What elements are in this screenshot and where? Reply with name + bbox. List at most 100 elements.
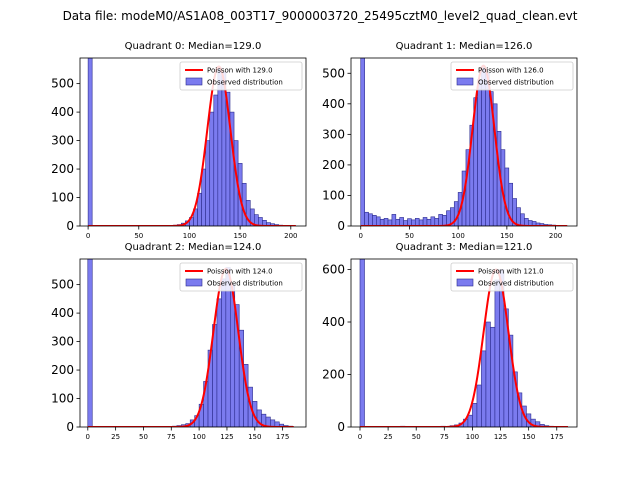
histogram-bar bbox=[383, 218, 389, 226]
x-tick-label: 50 bbox=[412, 433, 421, 441]
y-tick-label: 400 bbox=[51, 306, 74, 320]
legend-frame bbox=[179, 61, 303, 91]
y-tick-label: 0 bbox=[66, 219, 74, 233]
y-tick-label: 0 bbox=[66, 420, 74, 434]
histogram-bar bbox=[225, 267, 231, 427]
histogram-bar bbox=[360, 58, 365, 226]
legend-label: Observed distribution bbox=[478, 79, 554, 87]
histogram-bar bbox=[359, 259, 365, 427]
y-tick-label: 0 bbox=[337, 420, 345, 434]
histogram-bar bbox=[399, 217, 404, 226]
histogram-bar bbox=[216, 298, 222, 427]
histogram-bar bbox=[379, 218, 385, 226]
chart-panel-0: Quadrant 0: Median=129.0 0 50 100 150 200 0 100… bbox=[51, 41, 307, 240]
histogram-bar bbox=[209, 111, 215, 226]
chart-panel-1: Quadrant 1: Median=126.0 0 50 100 150 200 0 100… bbox=[322, 41, 578, 240]
histogram-bar bbox=[376, 216, 381, 226]
x-tick-label: 100 bbox=[183, 232, 196, 240]
histogram-bar bbox=[516, 207, 521, 226]
x-tick-label: 125 bbox=[220, 433, 233, 441]
histogram-bar bbox=[481, 66, 486, 226]
histogram-bar bbox=[494, 279, 500, 427]
poisson-line bbox=[360, 268, 568, 427]
histogram-bar bbox=[467, 414, 473, 427]
legend-frame bbox=[450, 262, 574, 292]
x-tick-label: 150 bbox=[500, 232, 513, 240]
x-tick-label: 25 bbox=[111, 433, 120, 441]
x-tick-label: 150 bbox=[233, 232, 246, 240]
histogram-bar bbox=[504, 167, 510, 226]
histogram-bar bbox=[407, 218, 412, 226]
x-tick-label: 150 bbox=[522, 433, 535, 441]
x-tick-label: 50 bbox=[139, 433, 148, 441]
y-tick-label: 100 bbox=[322, 188, 345, 202]
legend-bar-swatch bbox=[185, 278, 203, 287]
y-tick-label: 500 bbox=[322, 66, 345, 80]
histogram-bar bbox=[430, 216, 436, 226]
x-tick-label: 50 bbox=[134, 232, 143, 240]
histogram-bar bbox=[422, 217, 428, 226]
axes-frame bbox=[79, 57, 307, 227]
legend: Poisson with 124.0 Observed distribution bbox=[179, 262, 303, 292]
y-tick-label: 100 bbox=[51, 392, 74, 406]
x-tick-label: 175 bbox=[550, 433, 563, 441]
histogram-bar bbox=[391, 214, 397, 226]
x-tick-label: 150 bbox=[248, 433, 261, 441]
legend-bar-swatch bbox=[456, 77, 474, 86]
histogram-bar bbox=[395, 218, 401, 226]
y-tick-label: 300 bbox=[51, 335, 74, 349]
legend-bar-swatch bbox=[456, 278, 474, 287]
legend-bar-swatch bbox=[185, 77, 203, 86]
histogram-bar bbox=[476, 384, 482, 427]
legend-label: Poisson with 121.0 bbox=[478, 268, 544, 276]
axes-frame bbox=[350, 57, 578, 227]
poisson-line bbox=[87, 267, 294, 427]
y-tick-label: 200 bbox=[51, 363, 74, 377]
histogram-bar bbox=[485, 72, 490, 226]
y-tick-label: 600 bbox=[322, 263, 345, 277]
x-tick-label: 75 bbox=[440, 433, 449, 441]
histogram-bar bbox=[453, 201, 459, 226]
x-tick-label: 200 bbox=[284, 232, 297, 240]
x-tick-label: 50 bbox=[405, 232, 414, 240]
x-tick-label: 200 bbox=[549, 232, 562, 240]
histogram-bar bbox=[442, 215, 447, 226]
histogram-bar bbox=[217, 67, 223, 226]
histogram-bar bbox=[481, 350, 487, 427]
chart-panel-3: Quadrant 3: Median=121.0 0 25 50 75 100 125 150… bbox=[322, 242, 578, 441]
x-tick-label: 0 bbox=[86, 232, 90, 240]
histogram-bar bbox=[201, 168, 206, 226]
x-tick-label: 0 bbox=[359, 232, 363, 240]
x-tick-label: 0 bbox=[86, 433, 90, 441]
legend-label: Poisson with 129.0 bbox=[207, 67, 273, 75]
histogram-bar bbox=[438, 214, 443, 226]
y-tick-label: 400 bbox=[322, 315, 345, 329]
y-tick-label: 300 bbox=[322, 127, 345, 141]
histogram-bar bbox=[477, 79, 482, 226]
legend-frame bbox=[179, 262, 303, 292]
y-tick-label: 500 bbox=[51, 77, 74, 91]
axes-frame bbox=[350, 258, 578, 428]
x-tick-label: 100 bbox=[451, 232, 464, 240]
histogram-bar bbox=[221, 278, 227, 427]
histogram-bar bbox=[364, 211, 369, 226]
histogram-bar bbox=[490, 326, 496, 427]
x-tick-label: 75 bbox=[167, 433, 176, 441]
histogram-bar bbox=[87, 58, 93, 226]
histogram-bar bbox=[524, 218, 529, 226]
y-tick-label: 200 bbox=[322, 158, 345, 172]
figure-suptitle: Data file: modeM0/AS1A08_003T17_90000037… bbox=[63, 9, 578, 23]
legend-frame bbox=[450, 61, 574, 91]
plot-area bbox=[359, 259, 568, 427]
legend-label: Poisson with 126.0 bbox=[478, 67, 544, 75]
axes-frame bbox=[79, 258, 307, 428]
x-tick-label: 125 bbox=[494, 433, 507, 441]
x-tick-label: 100 bbox=[192, 433, 205, 441]
legend: Poisson with 129.0 Observed distribution bbox=[179, 61, 303, 91]
chart-title: Quadrant 3: Median=121.0 bbox=[396, 242, 533, 253]
y-tick-label: 500 bbox=[51, 278, 74, 292]
x-tick-label: 25 bbox=[384, 433, 393, 441]
legend-label: Poisson with 124.0 bbox=[207, 268, 273, 276]
